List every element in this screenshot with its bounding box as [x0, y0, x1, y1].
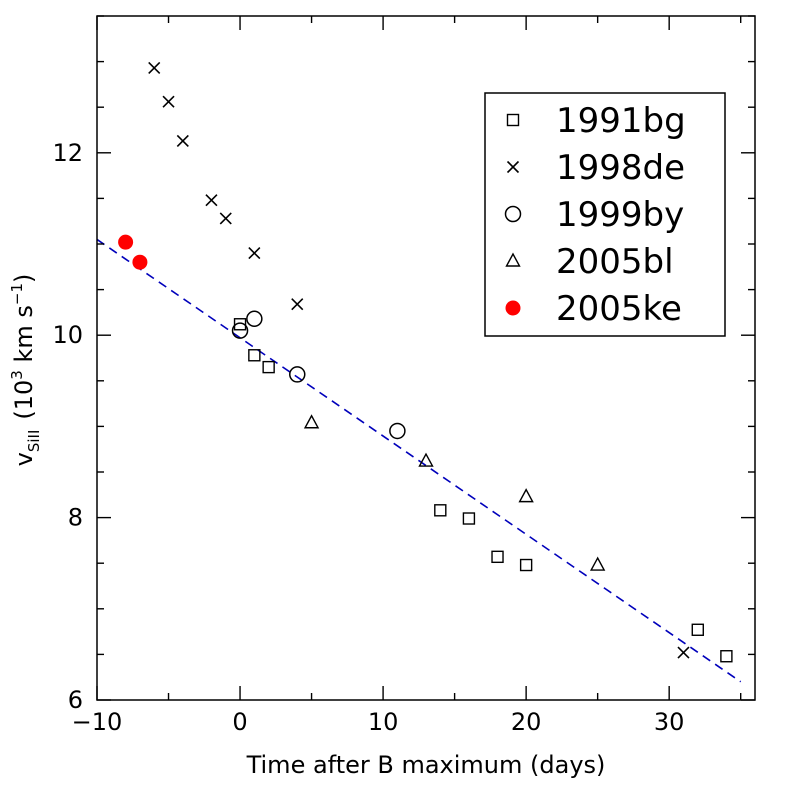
y-axis-label-subscript: SiII: [25, 430, 43, 453]
x-tick-label: −10: [72, 708, 123, 736]
fit-line: [96, 238, 742, 683]
x-tick-label: 0: [232, 708, 247, 736]
point-1998de: [148, 61, 161, 75]
legend-marker-1999by: [504, 205, 522, 223]
point-1998de-stroke-b: [291, 298, 304, 311]
point-1998de: [291, 298, 304, 311]
legend-marker-1991bg: [506, 113, 520, 127]
point-1998de-stroke-b: [148, 61, 161, 75]
tick-labels: −10 0 10 20 30 6 8 10 12: [52, 139, 684, 736]
y-axis-label-units-exp1: 3: [8, 370, 26, 380]
point-2005ke: [118, 234, 134, 250]
point-2005ke: [132, 254, 148, 270]
point-1998de: [248, 247, 261, 260]
point-2005bl: [303, 414, 320, 429]
point-1991bg: [434, 504, 447, 517]
point-1999by: [289, 366, 306, 383]
y-axis-label-units-suffix: ): [10, 274, 38, 283]
point-1998de-stroke-b: [219, 212, 232, 225]
point-1991bg: [462, 512, 476, 525]
legend-marker-1998de-stroke-b: [506, 160, 520, 174]
fit-line-group: [96, 238, 742, 683]
point-1991bg: [720, 650, 733, 663]
y-tick-label: 8: [68, 504, 83, 532]
point-1999by: [246, 310, 263, 328]
legend-label-2005ke: 2005ke: [556, 289, 682, 329]
point-1998de-stroke-b: [248, 247, 261, 260]
legend-label-2005bl: 2005bl: [556, 242, 674, 282]
point-1998de: [176, 134, 189, 148]
y-axis-label-units-prefix: (10: [10, 380, 38, 420]
legend-marker-2005bl: [505, 252, 521, 267]
point-1998de-stroke-b: [205, 194, 218, 207]
point-2005bl: [589, 556, 606, 571]
point-1999by: [389, 422, 406, 440]
legend-label-1999by: 1999by: [556, 195, 684, 235]
x-tick-label: 10: [368, 708, 399, 736]
y-tick-label: 10: [52, 321, 83, 349]
y-axis-label: vSiII (103 km s−1): [8, 274, 43, 467]
point-1998de: [219, 212, 232, 225]
x-axis-label: Time after B maximum (days): [246, 751, 606, 779]
point-1999by: [231, 322, 249, 339]
y-tick-label: 12: [52, 139, 83, 167]
point-1991bg: [691, 623, 704, 636]
point-1991bg: [491, 550, 504, 564]
y-tick-label: 6: [68, 686, 83, 714]
legend-label-1991bg: 1991bg: [556, 101, 686, 141]
axis-ticks: [96, 15, 755, 701]
point-1991bg: [233, 318, 247, 331]
point-1998de: [205, 194, 218, 207]
point-1991bg: [262, 360, 275, 374]
point-1998de: [162, 95, 175, 108]
data-points: [118, 61, 733, 663]
point-1998de-stroke-b: [677, 646, 690, 659]
legend-box: [484, 92, 726, 337]
x-tick-label: 20: [511, 708, 542, 736]
y-axis-label-units-exp2: −1: [8, 283, 26, 305]
point-1998de-stroke-b: [176, 134, 189, 148]
y-axis-label-main: v: [10, 452, 38, 466]
legend: 1991bg 1998de 1999by 2005bl 2005ke: [484, 92, 726, 337]
legend-label-1998de: 1998de: [556, 148, 685, 188]
point-1991bg: [519, 558, 533, 572]
plot-frame: [96, 15, 756, 701]
x-tick-label: 30: [654, 708, 685, 736]
legend-marker-1998de: [506, 160, 520, 174]
point-1998de-stroke-b: [162, 95, 175, 108]
y-axis-label-units-mid: km s: [10, 305, 38, 370]
point-2005bl: [518, 488, 534, 503]
point-1991bg: [248, 349, 261, 362]
point-2005bl: [418, 452, 434, 467]
point-1998de: [677, 646, 690, 659]
legend-marker-2005ke: [505, 300, 521, 316]
